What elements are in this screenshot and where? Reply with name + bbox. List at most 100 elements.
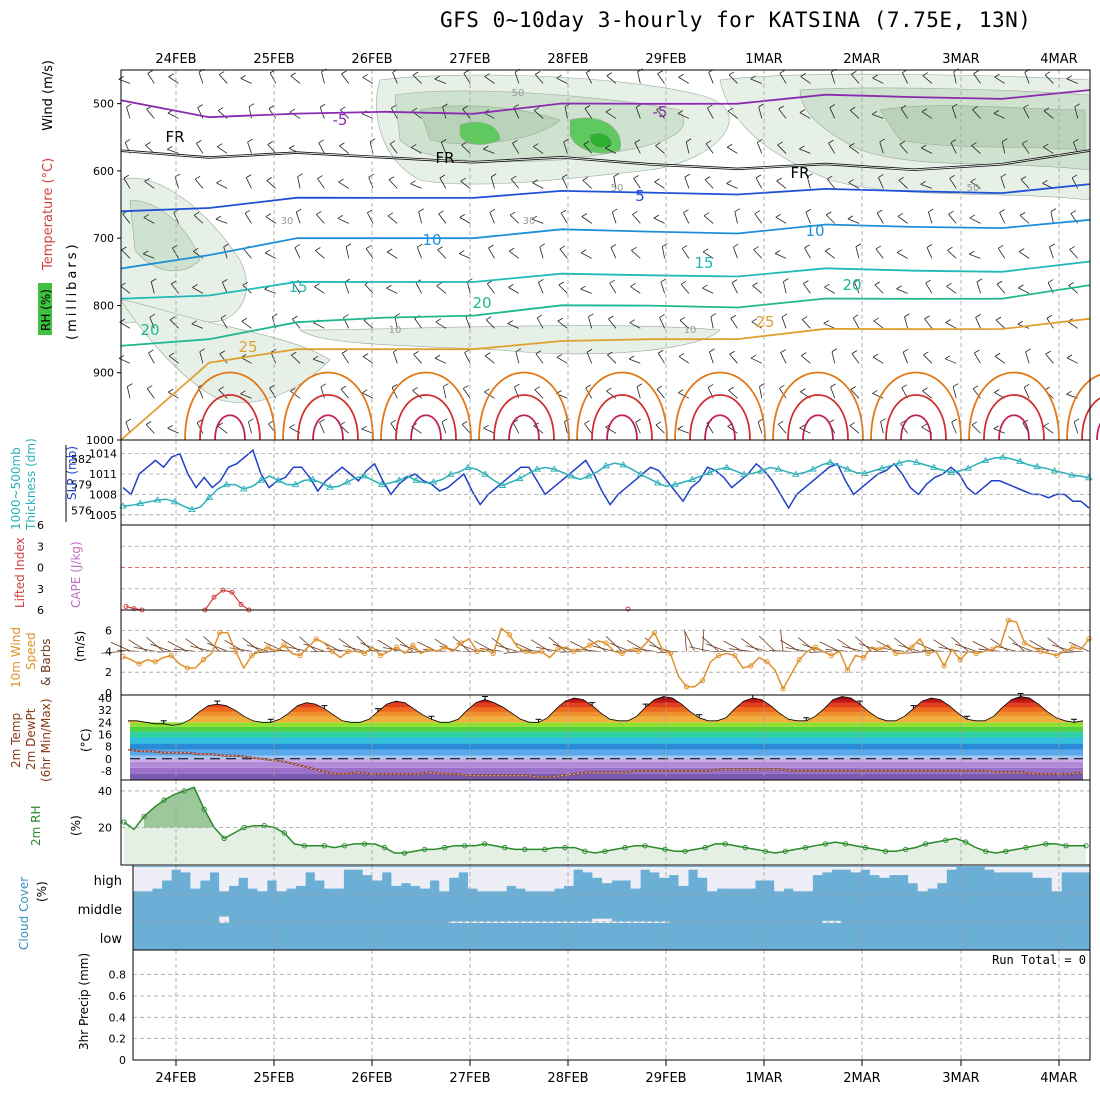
wind-barb [637, 387, 640, 399]
cloud-clear-high [267, 867, 277, 881]
wind-barb [1044, 423, 1049, 426]
wind-barb [996, 320, 1005, 328]
wind-barb [217, 147, 227, 154]
wind-barb [190, 646, 211, 651]
wind-barb [1020, 216, 1029, 224]
contour-label: 5 [635, 187, 645, 205]
wind-barb [537, 315, 542, 318]
li-line [205, 590, 249, 610]
cloud-clear-high [190, 867, 200, 889]
warm-contour [675, 373, 765, 441]
wind-barb [370, 139, 375, 142]
cloud-clear-high [793, 867, 803, 891]
wind-barb [414, 351, 419, 354]
wind-barb [363, 354, 368, 357]
cloud-clear-high [564, 867, 574, 886]
cloud-clear-high [391, 867, 401, 886]
ylabel-minmax: (6hr Min/Max) [39, 699, 53, 783]
ylabel-temp-unit: (°C) [79, 728, 93, 752]
wind-barb [1047, 315, 1052, 318]
ylabel-cloud: Cloud Cover [17, 877, 31, 950]
rh-tick-label: 20 [98, 821, 112, 834]
wind-barb [638, 72, 641, 84]
warm-contour [984, 395, 1044, 440]
cloud-clear-high [755, 867, 765, 881]
temp-unit-group: (°C) [79, 728, 93, 752]
wind-barb [147, 386, 152, 389]
wind-barb [923, 355, 931, 363]
wind-barb [898, 213, 903, 216]
contour-label: 10 [684, 325, 697, 336]
wind-barb [636, 419, 641, 422]
contour-label: 10 [389, 325, 402, 336]
cloud-clear-high [612, 867, 622, 881]
wind-barb [411, 181, 416, 184]
cloud-clear-high [344, 867, 354, 870]
wind-barb [316, 211, 321, 214]
wind-barb [800, 389, 805, 392]
wind-barb [369, 174, 374, 177]
cloud-clear-high [573, 867, 583, 870]
cloud-clear-high [745, 867, 755, 889]
wind-barb [267, 178, 272, 181]
wind-barb [127, 387, 130, 399]
wind-barb [662, 247, 664, 259]
wind-barb [607, 73, 612, 76]
wind-barb [289, 145, 294, 148]
wind-barb [995, 356, 1005, 363]
wind-barb [704, 216, 713, 224]
wind-barb [775, 253, 786, 258]
wind-barb [338, 218, 349, 223]
wind-barb [709, 72, 713, 83]
wind-speed-point [1087, 637, 1091, 641]
cloud-clear-high [382, 867, 392, 872]
ytick-label: 700 [93, 232, 114, 245]
wind-barb [824, 287, 834, 293]
contour-label: 50 [967, 183, 980, 194]
wind-barb [923, 352, 928, 355]
wind-barb [195, 176, 200, 179]
wind-barb [1045, 72, 1050, 75]
wind-barb [217, 183, 228, 188]
wind-barb [631, 247, 636, 250]
cloud-clear-high [248, 867, 258, 889]
wind-barb [1046, 354, 1054, 363]
wind-barb [842, 646, 863, 651]
warm-contour [313, 415, 343, 440]
wind-barb [1049, 244, 1054, 247]
warm-contour [886, 395, 946, 440]
wind-barb [557, 357, 567, 363]
wind-barb [439, 214, 446, 224]
wind-barb [881, 422, 884, 434]
wind-barb [346, 247, 348, 259]
wind-barb [338, 215, 343, 218]
cloud-clear-high [296, 867, 306, 886]
wind-barb [735, 209, 740, 212]
temp-color-band [130, 762, 1083, 768]
wind-barb [516, 352, 519, 364]
wind-barb [662, 244, 667, 247]
wind-barb [439, 211, 444, 214]
ytick-label: 600 [93, 165, 114, 178]
wind-barb [291, 76, 300, 84]
wind-barb [298, 174, 303, 177]
wind-barb [249, 107, 251, 119]
temp-color-band [130, 738, 1083, 744]
wind-barb [508, 284, 513, 287]
wind-barb [1046, 351, 1051, 354]
bottom-date-label: 4MAR [1040, 1071, 1077, 1086]
li-tick-label: 3 [37, 583, 44, 596]
wind-barb [683, 213, 688, 224]
wind-barb [268, 142, 273, 145]
wind-barb [1074, 419, 1079, 422]
ylabel-li: Lifted Index [13, 537, 27, 608]
cloud-clear-high [449, 867, 459, 878]
wind-barb [386, 288, 397, 293]
ylabel-thickness-dm: Thickness (dm) [24, 438, 38, 531]
precip-tick-label: 0.6 [109, 990, 127, 1003]
wind-barb [561, 210, 566, 213]
wind-barb [540, 247, 543, 259]
wind-barb [875, 282, 880, 285]
wind-barb [848, 219, 859, 223]
